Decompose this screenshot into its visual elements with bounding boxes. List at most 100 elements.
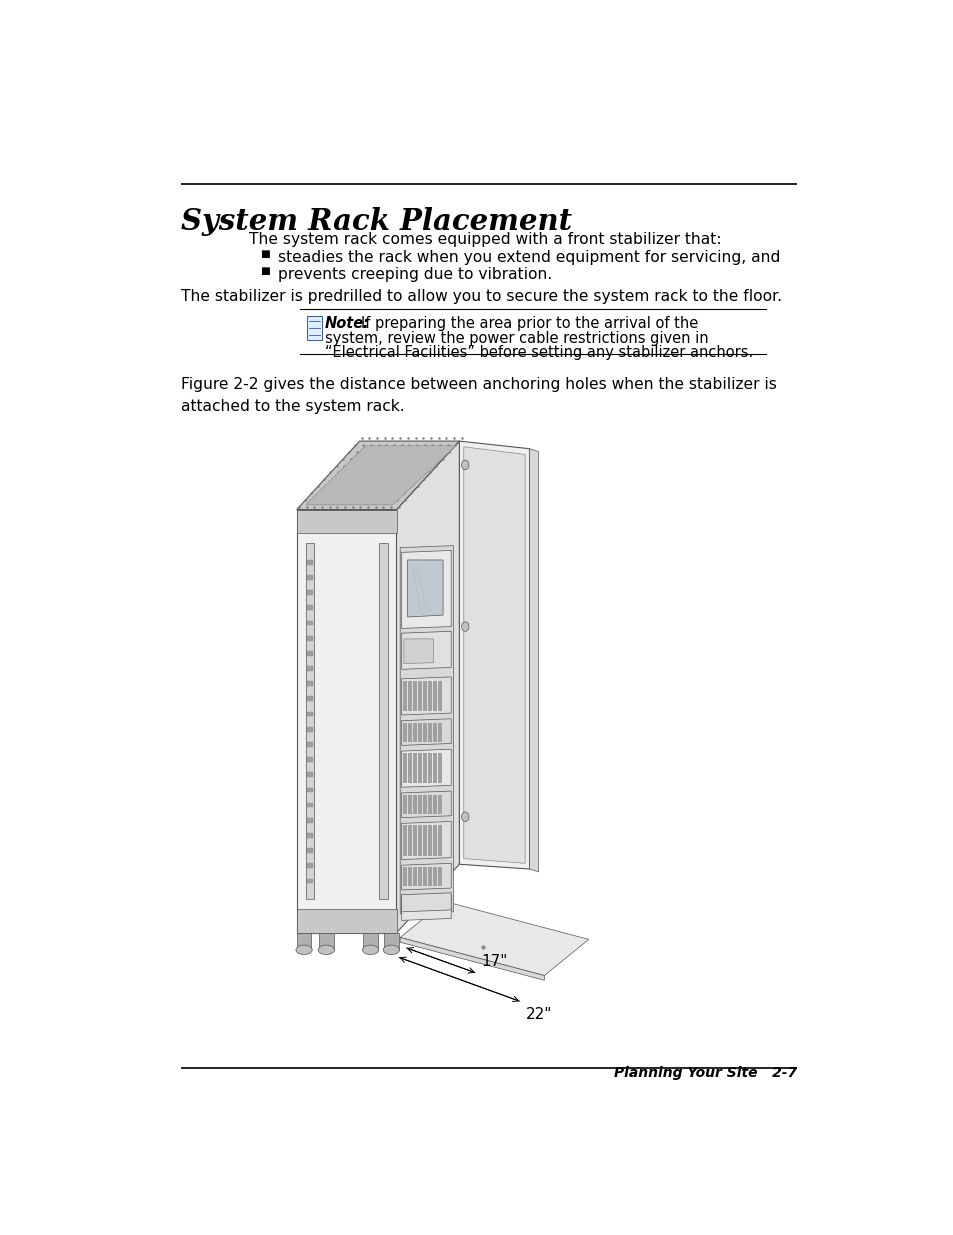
Bar — [413, 795, 416, 814]
Bar — [423, 722, 426, 741]
Polygon shape — [463, 447, 524, 863]
Bar — [403, 795, 406, 814]
Bar — [403, 722, 406, 741]
Polygon shape — [400, 937, 544, 981]
Bar — [437, 753, 441, 783]
Polygon shape — [296, 909, 396, 932]
Polygon shape — [378, 543, 387, 899]
Bar — [417, 795, 421, 814]
Bar — [437, 722, 441, 741]
Bar — [413, 722, 416, 741]
Text: Figure 2-2 gives the distance between anchoring holes when the stabilizer is
att: Figure 2-2 gives the distance between an… — [180, 378, 776, 414]
Text: system, review the power cable restrictions given in: system, review the power cable restricti… — [324, 331, 708, 346]
Bar — [307, 788, 313, 793]
Polygon shape — [296, 932, 311, 950]
Bar — [307, 651, 313, 656]
Polygon shape — [363, 932, 377, 950]
Text: 22": 22" — [525, 1007, 552, 1021]
Bar — [417, 753, 421, 783]
Bar — [417, 680, 421, 711]
Text: ■: ■ — [259, 249, 269, 259]
Bar — [307, 682, 313, 687]
Bar — [437, 867, 441, 887]
Polygon shape — [401, 863, 451, 890]
Text: Note:: Note: — [324, 316, 370, 331]
Text: If preparing the area prior to the arrival of the: If preparing the area prior to the arriv… — [360, 316, 698, 331]
Polygon shape — [401, 551, 451, 629]
Polygon shape — [401, 719, 451, 746]
Bar — [433, 722, 436, 741]
Bar — [307, 711, 313, 716]
Bar — [403, 825, 406, 856]
Bar — [433, 795, 436, 814]
Bar — [423, 867, 426, 887]
Bar — [413, 753, 416, 783]
Polygon shape — [459, 441, 529, 869]
Bar — [437, 680, 441, 711]
Polygon shape — [401, 677, 451, 715]
Polygon shape — [400, 902, 588, 976]
Text: ■: ■ — [259, 266, 269, 277]
Polygon shape — [401, 821, 451, 860]
Bar — [413, 680, 416, 711]
Text: 17": 17" — [481, 953, 507, 969]
Bar — [307, 848, 313, 853]
Bar — [408, 722, 411, 741]
Circle shape — [461, 621, 469, 631]
Bar — [413, 825, 416, 856]
Bar — [408, 867, 411, 887]
Bar — [307, 803, 313, 808]
Bar — [423, 753, 426, 783]
Bar — [417, 722, 421, 741]
Bar — [428, 722, 431, 741]
Text: prevents creeping due to vibration.: prevents creeping due to vibration. — [278, 267, 552, 282]
Bar — [403, 753, 406, 783]
Bar — [428, 867, 431, 887]
Bar — [428, 795, 431, 814]
Polygon shape — [396, 441, 459, 932]
Bar — [408, 680, 411, 711]
Polygon shape — [400, 546, 453, 914]
Polygon shape — [407, 559, 442, 618]
Bar — [423, 680, 426, 711]
Polygon shape — [529, 448, 537, 872]
Bar — [433, 867, 436, 887]
Bar — [307, 757, 313, 762]
Polygon shape — [296, 441, 459, 510]
Bar — [307, 742, 313, 747]
Polygon shape — [401, 750, 451, 787]
Text: steadies the rack when you extend equipment for servicing, and: steadies the rack when you extend equipm… — [278, 249, 780, 266]
Polygon shape — [401, 893, 451, 911]
Bar — [403, 680, 406, 711]
Polygon shape — [401, 631, 451, 669]
Text: The system rack comes equipped with a front stabilizer that:: The system rack comes equipped with a fr… — [249, 232, 720, 247]
Ellipse shape — [295, 945, 312, 955]
Bar — [428, 825, 431, 856]
Bar — [408, 795, 411, 814]
Ellipse shape — [383, 945, 399, 955]
Polygon shape — [403, 638, 433, 663]
Circle shape — [461, 461, 469, 469]
Polygon shape — [403, 864, 418, 882]
Bar — [307, 559, 313, 564]
Bar — [307, 605, 313, 610]
Bar — [307, 818, 313, 823]
Text: System Rack Placement: System Rack Placement — [180, 207, 571, 236]
Polygon shape — [305, 543, 314, 899]
Bar — [413, 867, 416, 887]
Bar — [423, 795, 426, 814]
Bar — [433, 753, 436, 783]
Polygon shape — [401, 792, 451, 818]
Bar — [433, 680, 436, 711]
Bar — [307, 772, 313, 777]
Ellipse shape — [317, 945, 335, 955]
Bar — [307, 863, 313, 868]
Polygon shape — [383, 932, 398, 950]
Bar — [408, 825, 411, 856]
Bar — [307, 878, 313, 883]
Bar — [423, 825, 426, 856]
Polygon shape — [296, 510, 396, 932]
Polygon shape — [305, 446, 456, 505]
Bar — [403, 867, 406, 887]
Polygon shape — [367, 864, 381, 882]
